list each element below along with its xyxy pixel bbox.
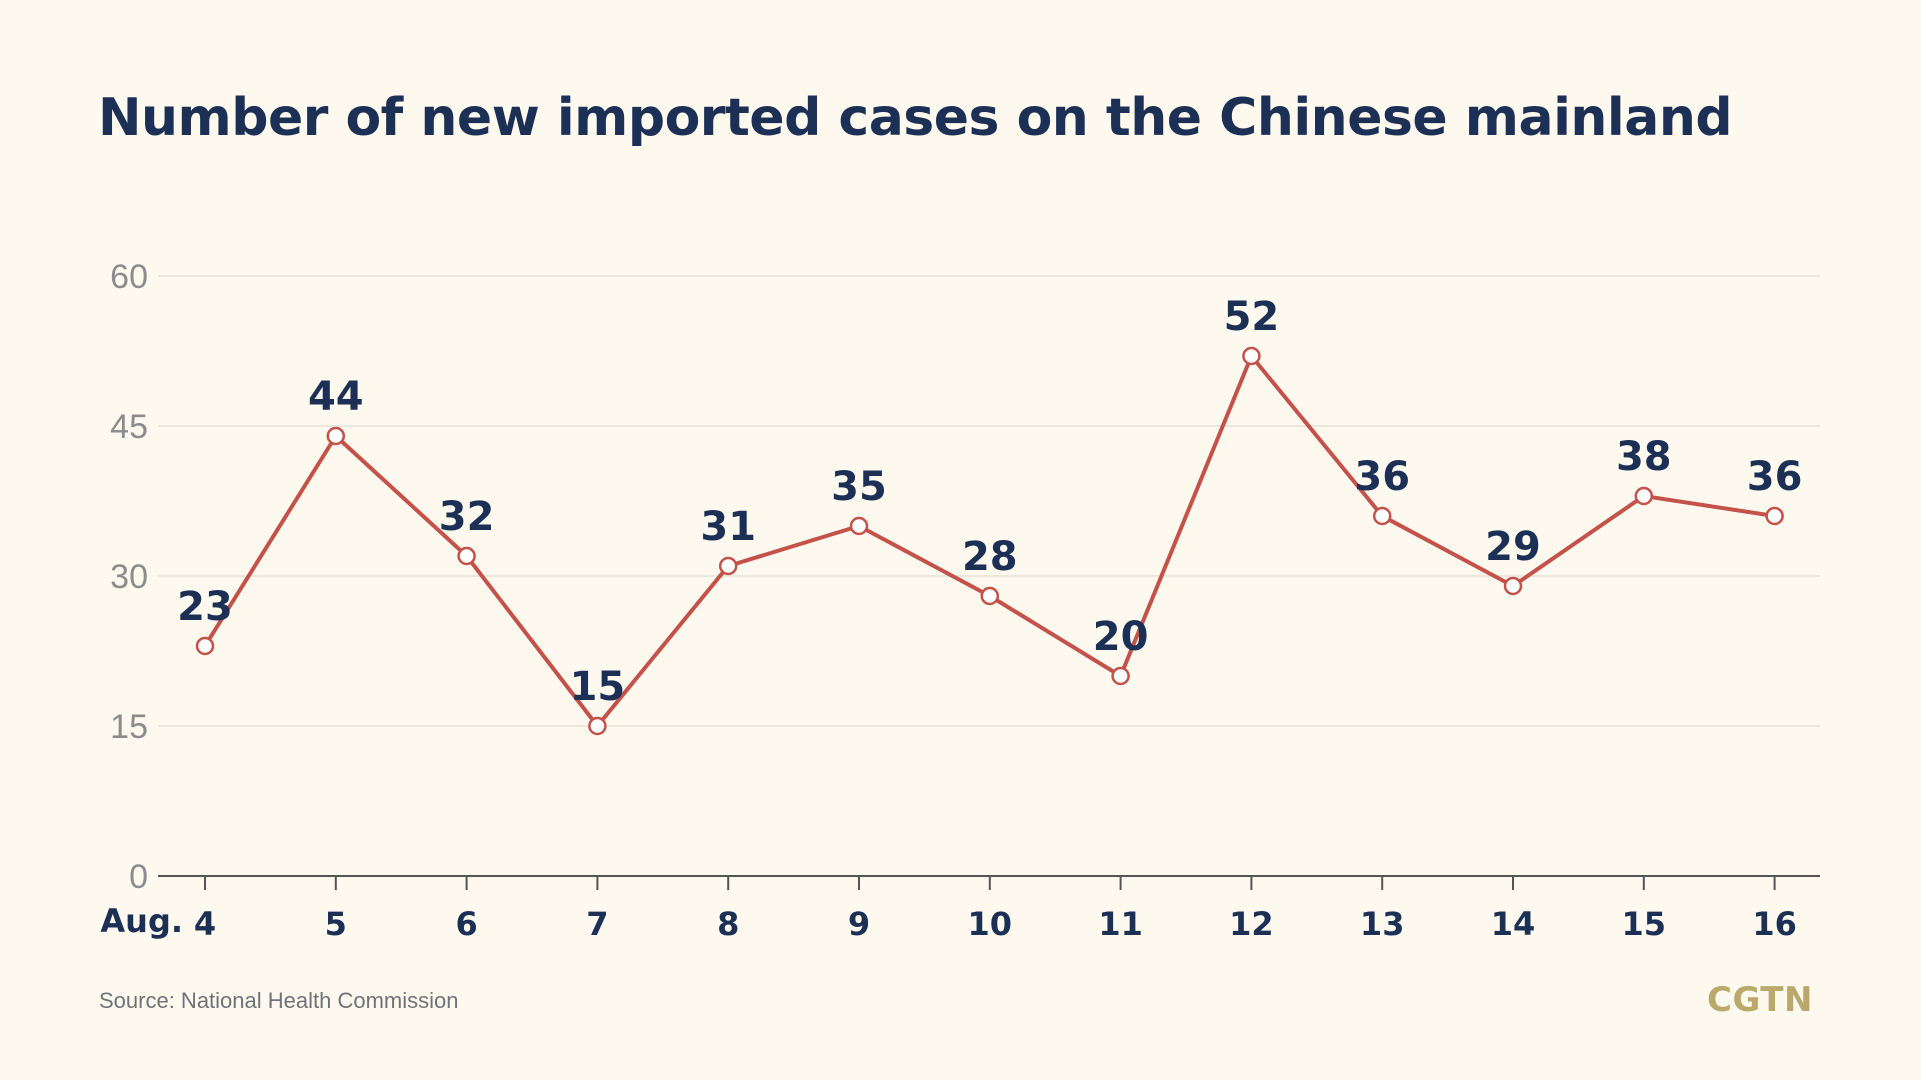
data-point [457,546,476,566]
data-point [1634,486,1654,506]
data-point [1765,506,1784,526]
data-point [326,426,346,446]
x-tick-label: 7 [586,905,608,943]
data-point [980,586,1000,606]
x-tick-label: 8 [717,905,739,943]
x-tick-label: 11 [1098,905,1143,943]
data-point [1503,576,1523,596]
y-tick-label: 0 [129,858,148,896]
data-label: 52 [1224,294,1280,340]
data-label: 31 [700,504,756,550]
data-label: 38 [1616,434,1672,480]
data-point [1372,506,1392,526]
x-axis-month-label: Aug. [100,902,183,940]
data-point [1242,346,1261,366]
data-point [718,556,738,576]
data-label: 23 [177,584,233,630]
x-tick-label: 9 [848,905,870,943]
x-tick-label: 15 [1622,905,1667,943]
data-point [195,636,215,656]
y-tick-label: 60 [110,258,148,296]
x-tick-label: 6 [455,905,477,943]
data-label: 20 [1093,614,1149,660]
cgtn-logo: CGTN [1707,980,1813,1020]
data-label: 29 [1485,524,1541,570]
x-tick-label: 13 [1360,905,1405,943]
data-label: 36 [1354,454,1410,500]
data-label: 35 [831,464,887,510]
x-tick-label: 14 [1491,905,1536,943]
data-label: 44 [308,374,364,420]
data-label: 28 [962,534,1018,580]
data-point [588,716,607,736]
y-tick-label: 45 [110,408,148,446]
x-tick-label: 12 [1229,905,1274,943]
x-tick-label: 10 [968,905,1013,943]
data-label: 15 [570,664,626,710]
data-label: 36 [1747,454,1803,500]
x-tick-label: 16 [1752,905,1797,943]
data-point [849,516,869,536]
y-tick-label: 15 [110,708,148,746]
source-note: Source: National Health Commission [99,988,459,1013]
x-tick-label: 5 [325,905,347,943]
chart-title: Number of new imported cases on the Chin… [98,88,1733,148]
x-tick-label: 4 [194,905,216,943]
y-tick-label: 30 [110,558,148,596]
data-point [1111,666,1130,686]
data-label: 32 [439,494,495,540]
